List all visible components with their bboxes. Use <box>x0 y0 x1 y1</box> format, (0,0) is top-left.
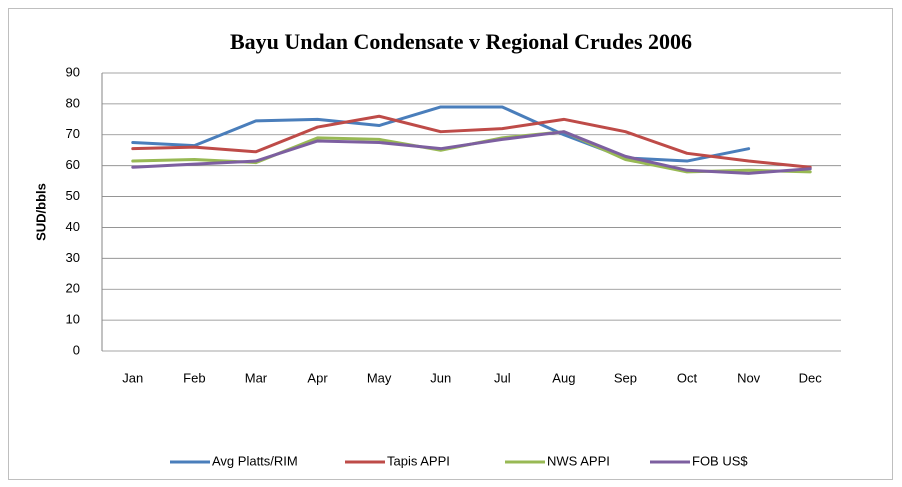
legend-label: FOB US$ <box>692 453 748 468</box>
x-tick-label: Jan <box>122 370 143 385</box>
y-tick-label: 0 <box>73 342 80 357</box>
chart-title: Bayu Undan Condensate v Regional Crudes … <box>230 29 692 54</box>
legend-label: NWS APPI <box>547 453 610 468</box>
x-tick-label: Jun <box>430 370 451 385</box>
chart-border <box>8 8 893 480</box>
x-tick-label: Mar <box>245 370 268 385</box>
y-tick-label: 20 <box>66 281 80 296</box>
x-tick-label: Feb <box>183 370 205 385</box>
y-tick-label: 70 <box>66 126 80 141</box>
x-tick-label: Oct <box>677 370 698 385</box>
x-tick-label: Dec <box>799 370 823 385</box>
y-tick-label: 90 <box>66 64 80 79</box>
y-tick-label: 30 <box>66 250 80 265</box>
x-tick-label: Apr <box>307 370 328 385</box>
x-tick-label: Nov <box>737 370 761 385</box>
series-line <box>131 114 812 169</box>
x-tick-label: Sep <box>614 370 637 385</box>
series-line <box>131 105 751 163</box>
y-tick-label: 60 <box>66 157 80 172</box>
series-line <box>131 130 812 175</box>
y-tick-label: 40 <box>66 219 80 234</box>
x-tick-label: May <box>367 370 392 385</box>
x-tick-label: Jul <box>494 370 511 385</box>
legend-label: Avg Platts/RIM <box>212 453 298 468</box>
legend-label: Tapis APPI <box>387 453 450 468</box>
y-tick-label: 80 <box>66 95 80 110</box>
x-tick-label: Aug <box>552 370 575 385</box>
y-tick-label: 50 <box>66 188 80 203</box>
y-tick-label: 10 <box>66 312 80 327</box>
y-axis-label: SUD/bbls <box>33 183 48 241</box>
